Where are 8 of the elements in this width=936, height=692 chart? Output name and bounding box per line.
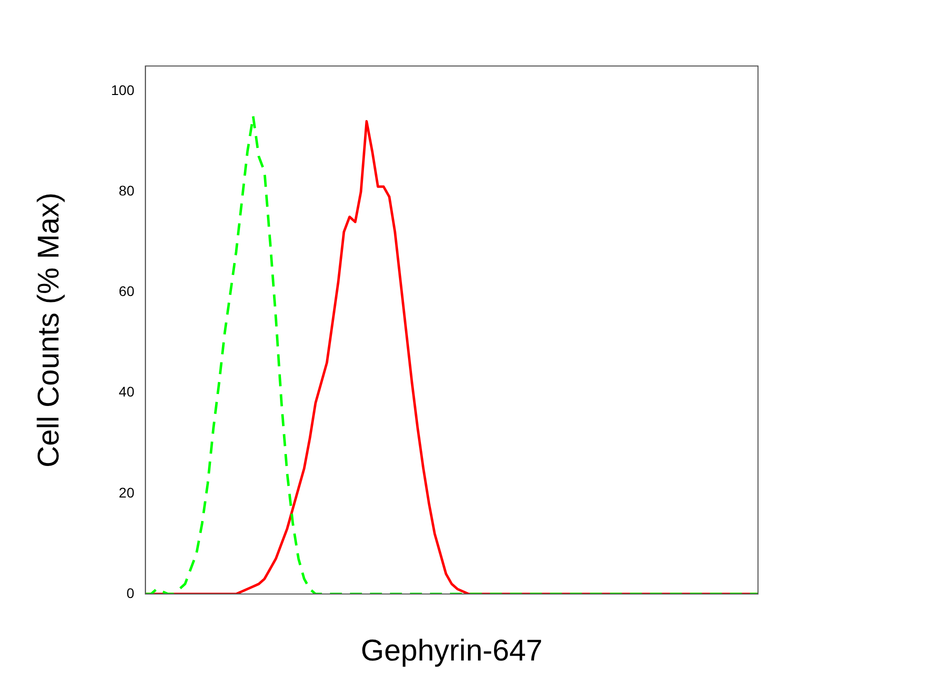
y-tick-label: 0 <box>126 584 135 601</box>
y-axis-title: Cell Counts (% Max) <box>32 192 66 468</box>
x-axis-title: Gephyrin-647 <box>360 634 543 668</box>
y-tick-label: 80 <box>118 182 135 199</box>
y-tick-label: 20 <box>118 484 135 500</box>
y-tick-label: 60 <box>118 283 135 300</box>
y-tick-label: 40 <box>118 384 135 400</box>
y-tick-label: 100 <box>111 82 135 98</box>
